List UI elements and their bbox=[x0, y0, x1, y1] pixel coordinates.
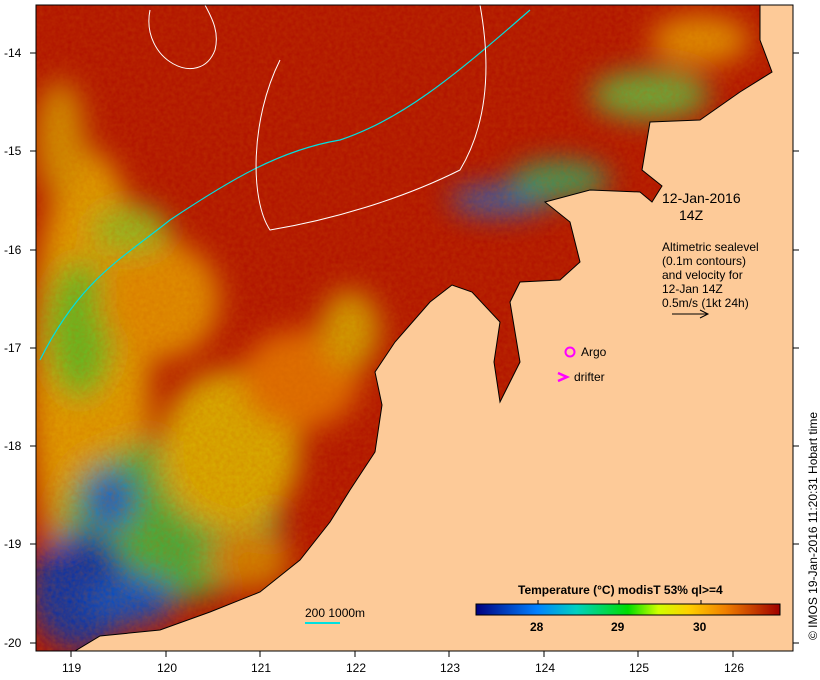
lon-tick-label: 124 bbox=[535, 661, 556, 675]
lon-tick-label: 120 bbox=[157, 661, 178, 675]
sealevel-contour bbox=[255, 5, 487, 231]
lat-tick-label: -16 bbox=[4, 243, 22, 257]
lat-tick-label: -15 bbox=[4, 144, 22, 158]
lat-tick-label: -17 bbox=[4, 341, 22, 355]
info-line: and velocity for bbox=[662, 268, 743, 282]
legend-tick: 28 bbox=[530, 620, 544, 634]
lon-tick-label: 123 bbox=[440, 661, 461, 675]
lat-tick-label: -18 bbox=[4, 439, 22, 453]
velocity-scale-arrow bbox=[672, 309, 710, 319]
argo-marker bbox=[564, 346, 576, 358]
legend-title: Temperature (°C) modisT 53% ql>=4 bbox=[518, 583, 723, 597]
info-line: (0.1m contours) bbox=[662, 254, 747, 268]
drifter-label: drifter bbox=[574, 370, 605, 384]
drifter-marker bbox=[557, 371, 571, 383]
plot-frame bbox=[35, 4, 794, 652]
lat-tick-label: -14 bbox=[4, 46, 22, 60]
lon-tick-label: 125 bbox=[629, 661, 650, 675]
map-date: 12-Jan-2016 bbox=[662, 190, 741, 206]
scale-label: 200 1000m bbox=[305, 606, 366, 620]
land bbox=[74, 5, 793, 651]
info-line: Altimetric sealevel bbox=[662, 240, 759, 254]
lat-tick-label: -20 bbox=[4, 636, 22, 650]
lat-tick-label: -19 bbox=[4, 537, 22, 551]
legend-tick: 30 bbox=[693, 620, 707, 634]
credit-text: © IMOS 19-Jan-2016 11:20:31 Hobart time bbox=[806, 411, 820, 640]
lon-tick-label: 122 bbox=[346, 661, 367, 675]
info-line: 0.5m/s (1kt 24h) bbox=[662, 296, 749, 310]
axis-ticks bbox=[30, 52, 799, 657]
isobath-contour bbox=[39, 9, 531, 361]
argo-label: Argo bbox=[581, 345, 607, 359]
sst-field bbox=[36, 5, 793, 651]
lon-tick-label: 121 bbox=[251, 661, 272, 675]
sealevel-contour bbox=[148, 5, 217, 69]
lon-tick-label: 126 bbox=[724, 661, 745, 675]
lon-tick-label: 119 bbox=[62, 661, 82, 675]
info-line: 12-Jan 14Z bbox=[662, 282, 723, 296]
colorbar bbox=[475, 603, 781, 616]
map-time: 14Z bbox=[679, 207, 704, 223]
legend-tick: 29 bbox=[611, 620, 625, 634]
